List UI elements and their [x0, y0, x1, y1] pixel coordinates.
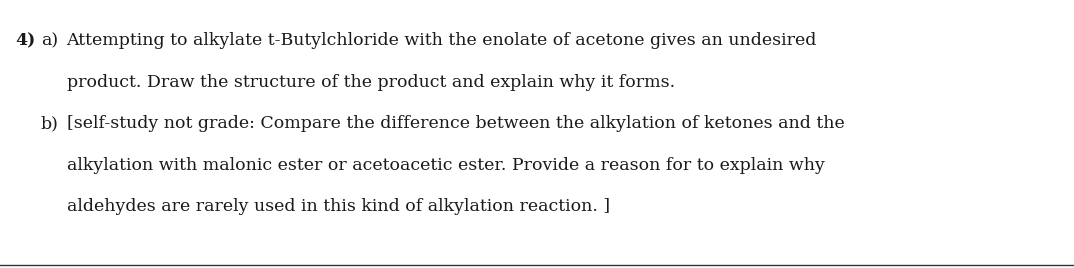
Text: b): b) — [41, 115, 59, 132]
Text: product. Draw the structure of the product and explain why it forms.: product. Draw the structure of the produ… — [67, 74, 674, 91]
Text: Attempting to alkylate t-Butylchloride with the enolate of acetone gives an unde: Attempting to alkylate t-Butylchloride w… — [67, 32, 817, 49]
Text: alkylation with malonic ester or acetoacetic ester. Provide a reason for to expl: alkylation with malonic ester or acetoac… — [67, 157, 825, 174]
Text: 4): 4) — [15, 32, 35, 49]
Text: [self-study not grade: Compare the difference between the alkylation of ketones : [self-study not grade: Compare the diffe… — [67, 115, 844, 132]
Text: a): a) — [41, 32, 58, 49]
Text: aldehydes are rarely used in this kind of alkylation reaction. ]: aldehydes are rarely used in this kind o… — [67, 198, 610, 215]
